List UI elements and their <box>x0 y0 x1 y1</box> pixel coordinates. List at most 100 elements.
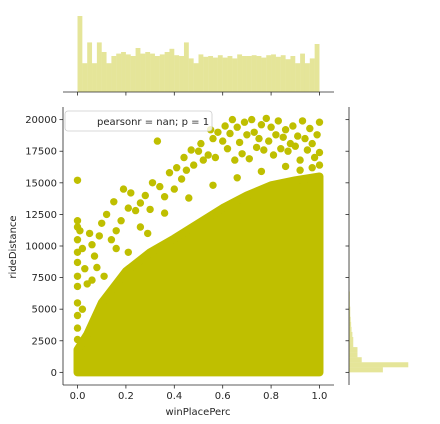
scatter-point <box>73 311 82 320</box>
x-hist-bar <box>92 63 97 92</box>
y-hist-bar <box>349 347 358 353</box>
y-hist-bar <box>349 352 358 358</box>
scatter-point <box>260 146 268 154</box>
y-hist-bar <box>349 301 350 307</box>
scatter-point <box>148 179 157 187</box>
scatter-point <box>107 236 116 244</box>
scatter-point <box>73 299 82 307</box>
scatter-point <box>88 241 96 249</box>
x-hist-bar <box>125 54 131 92</box>
scatter-point <box>173 164 181 172</box>
y-tick-label: 12500 <box>25 210 57 221</box>
scatter-point <box>223 145 232 153</box>
scatter-points <box>73 114 324 344</box>
scatter-point <box>117 217 125 225</box>
x-tick-label: 0.6 <box>215 391 231 402</box>
scatter-point <box>291 142 299 150</box>
scatter-point <box>124 204 132 212</box>
axes: 0.0 0.2 0.4 0.6 0.8 1.0 0 2500 5000 7500 10000 1250… <box>25 107 334 402</box>
x-hist-bar <box>208 56 214 92</box>
scatter-point <box>308 139 316 148</box>
x-hist-bar <box>251 55 257 92</box>
scatter-point <box>308 164 316 172</box>
scatter-point <box>238 150 246 158</box>
scatter-point <box>98 219 106 227</box>
scatter-point <box>228 115 237 124</box>
y-tick-label: 5000 <box>32 305 57 316</box>
x-hist-bar <box>135 48 141 92</box>
scatter-point <box>73 335 82 344</box>
x-tick-label: 0.0 <box>70 391 86 402</box>
y-tick-label: 17500 <box>25 147 57 158</box>
y-hist-bar <box>349 357 362 363</box>
scatter-point <box>252 143 261 152</box>
x-hist-bar <box>227 56 233 92</box>
scatter-point <box>233 174 241 182</box>
x-hist-bar <box>222 57 228 92</box>
scatter-point <box>204 151 212 159</box>
x-hist-bar <box>140 53 146 92</box>
x-hist-bar <box>188 58 194 92</box>
x-hist-bar <box>121 52 126 92</box>
y-hist-bar <box>349 367 383 373</box>
scatter-point <box>73 176 82 184</box>
scatter-point <box>165 169 174 177</box>
x-hist-bar <box>130 56 136 92</box>
scatter-point <box>78 244 87 253</box>
scatter-point <box>315 148 324 157</box>
x-hist-bar <box>237 54 243 92</box>
scatter-point <box>160 209 169 217</box>
scatter-point <box>112 244 120 253</box>
scatter-point <box>298 117 307 125</box>
y-hist-bar <box>349 316 351 322</box>
scatter-point <box>272 131 280 139</box>
scatter-point <box>289 122 297 130</box>
x-hist-bar <box>174 55 180 92</box>
x-hist-bar <box>116 53 122 92</box>
scatter-point <box>284 147 292 155</box>
x-hist-bar <box>275 56 281 92</box>
y-hist-bar <box>349 296 350 302</box>
legend: pearsonr = nan; p = 1 <box>64 110 213 132</box>
scatter-point <box>95 232 104 240</box>
scatter-point <box>136 199 145 207</box>
scatter-point <box>310 153 319 162</box>
scatter-point <box>102 210 111 219</box>
scatter-point <box>269 151 278 159</box>
scatter-point <box>231 156 239 164</box>
y-hist-bar <box>349 311 351 317</box>
x-hist-bar <box>82 63 88 92</box>
y-tick-label: 2500 <box>32 336 57 347</box>
y-hist-bar <box>349 362 409 368</box>
scatter-point <box>73 217 82 225</box>
scatter-point <box>211 153 220 162</box>
x-hist-bar <box>314 44 320 92</box>
scatter-point <box>85 229 94 238</box>
scatter-point <box>78 305 87 313</box>
scatter-point <box>131 206 140 215</box>
y-tick-label: 0 <box>51 368 57 379</box>
scatter-point <box>110 198 118 206</box>
x-hist-bar <box>154 56 160 92</box>
x-hist-bar <box>242 56 247 92</box>
y-axis-label: rideDistance <box>8 215 19 278</box>
scatter-point <box>88 276 96 284</box>
scatter-point <box>296 166 304 174</box>
scatter-point <box>250 128 258 136</box>
x-hist-bar <box>304 63 310 92</box>
scatter-point <box>301 134 309 143</box>
x-hist-bar <box>266 55 272 92</box>
x-hist-bar <box>256 56 262 92</box>
scatter-point <box>226 129 234 138</box>
scatter-point <box>214 128 222 136</box>
y-tick-label: 7500 <box>32 273 57 284</box>
scatter-point <box>197 139 205 148</box>
y-hist-bar <box>349 331 353 337</box>
scatter-point <box>313 131 321 139</box>
scatter-point <box>81 265 89 273</box>
scatter-point <box>190 161 198 169</box>
y-tick-label: 20000 <box>25 115 57 126</box>
scatter-point <box>156 182 164 191</box>
x-hist-bar <box>193 63 199 92</box>
